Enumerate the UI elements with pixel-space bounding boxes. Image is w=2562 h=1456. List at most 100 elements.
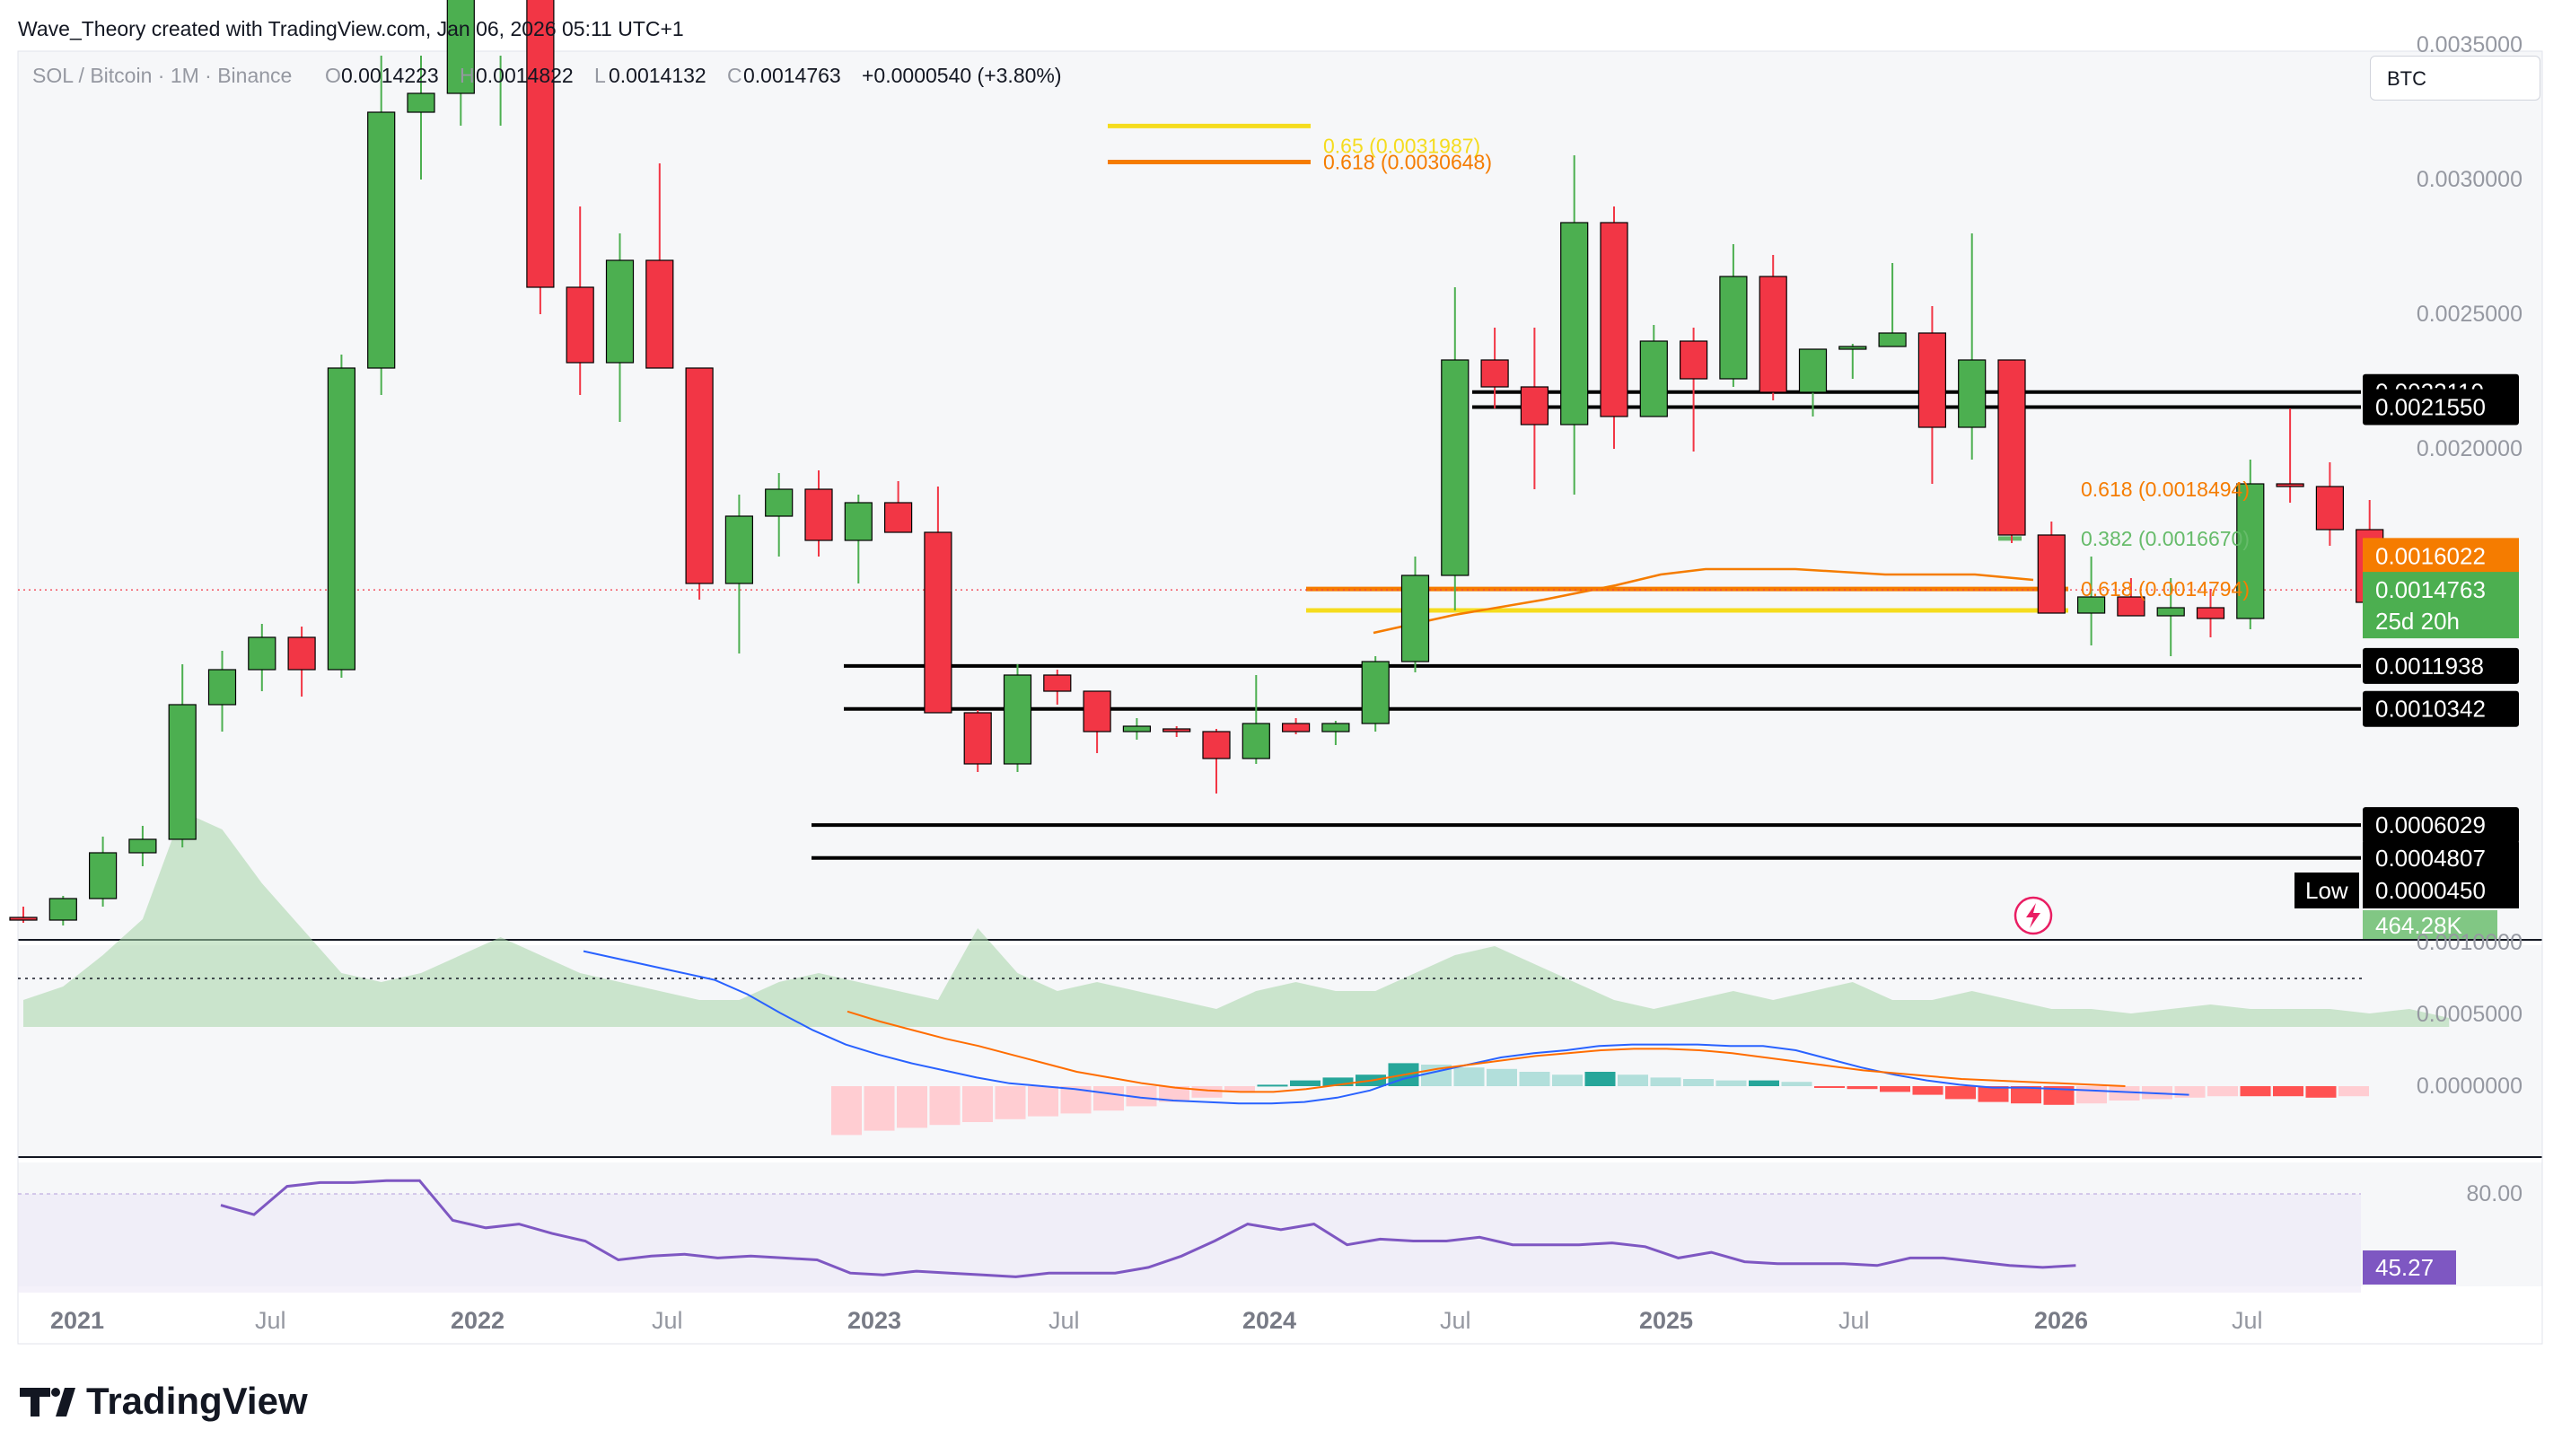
low-marker-tag: Low xyxy=(2305,877,2348,904)
candle-body xyxy=(2077,596,2106,614)
low-value: 0.0000450 xyxy=(2375,877,2486,904)
attribution-text: Wave_Theory created with TradingView.com… xyxy=(18,17,684,40)
label-layer: 0.0035000 0.0030000 0.0025000 0.0020000 2021… xyxy=(50,32,2523,1334)
price-level-label: 0.0006029 xyxy=(2375,811,2486,838)
candle-body xyxy=(48,898,77,921)
legend-high-label: H xyxy=(460,64,475,87)
ema-label: 0.0016022 xyxy=(2375,542,2486,569)
candle-layer xyxy=(9,0,2463,925)
currency-button[interactable]: BTC xyxy=(2370,56,2540,101)
candle-body xyxy=(2037,534,2066,614)
candle-body xyxy=(1560,222,1589,425)
macd-histogram-bar xyxy=(962,1086,993,1122)
fib-level-label: 0.618 (0.0018494) xyxy=(2081,478,2250,501)
candle-body xyxy=(1719,276,1748,380)
macd-histogram-bar xyxy=(2338,1086,2369,1097)
time-axis-label: 2026 xyxy=(2034,1307,2088,1334)
price-level-label: 0.0011938 xyxy=(2375,653,2484,680)
macd-histogram-bar xyxy=(831,1086,862,1136)
macd-histogram-bar xyxy=(1126,1086,1157,1107)
macd-axis-tick: 0.0000000 xyxy=(2417,1074,2523,1099)
volume-layer xyxy=(18,811,2450,1027)
candle-body xyxy=(2276,483,2304,487)
macd-pane-bg xyxy=(18,945,2542,1157)
candle-body xyxy=(1321,723,1350,732)
legend-low: 0.0014132 xyxy=(609,64,706,87)
legend-high: 0.0014822 xyxy=(476,64,574,87)
candle-body xyxy=(1997,359,2026,536)
price-axis-tick: 0.0030000 xyxy=(2417,167,2523,192)
candle-body xyxy=(844,502,873,541)
candle-body xyxy=(566,286,594,364)
candle-body xyxy=(1600,222,1628,417)
legend-close: 0.0014763 xyxy=(743,64,841,87)
macd-histogram-bar xyxy=(2011,1086,2041,1104)
macd-histogram-bar xyxy=(2240,1086,2271,1097)
macd-histogram-bar xyxy=(1814,1086,1845,1088)
macd-histogram-bar xyxy=(2109,1086,2140,1101)
candle-body xyxy=(1281,723,1311,732)
price-pane-bg xyxy=(18,51,2542,940)
candle-body xyxy=(128,838,157,854)
macd-histogram-bar xyxy=(1257,1084,1288,1087)
candle-body xyxy=(1003,674,1032,765)
candle-body xyxy=(2117,596,2145,617)
macd-histogram-bar xyxy=(1650,1077,1681,1086)
price-level-label: 0.0004807 xyxy=(2375,845,2486,872)
rsi-axis-tick: 80.00 xyxy=(2466,1181,2523,1206)
candle-body xyxy=(1958,359,1987,428)
price-level-label-bg xyxy=(2363,647,2519,684)
macd-histogram-bar xyxy=(2273,1086,2303,1097)
macd-histogram-bar xyxy=(1028,1086,1058,1117)
price-axis-tick: 0.0020000 xyxy=(2417,436,2523,461)
macd-histogram-bar xyxy=(2207,1086,2238,1097)
candle-body xyxy=(1520,386,1549,425)
current-price-label-bg xyxy=(2363,572,2519,639)
macd-histogram-bar xyxy=(2076,1086,2107,1104)
alert-lightning-icon[interactable] xyxy=(2014,896,2053,935)
macd-histogram-bar xyxy=(1584,1072,1616,1086)
candle-body xyxy=(9,917,38,921)
macd-histogram-bar xyxy=(1093,1086,1124,1111)
macd-histogram-bar xyxy=(1683,1079,1714,1086)
candle-body xyxy=(2156,607,2185,617)
candle-body xyxy=(645,259,674,369)
time-axis-label: 2022 xyxy=(451,1307,505,1334)
candle-body xyxy=(765,488,794,517)
macd-histogram-bar xyxy=(1912,1086,1943,1095)
macd-axis-tick: 0.0005000 xyxy=(2417,1002,2523,1027)
candle-body xyxy=(724,515,754,584)
price-axis-tick: 0.0025000 xyxy=(2417,302,2523,327)
macd-histogram-bar xyxy=(1322,1077,1354,1086)
footer-logo-text: TradingView xyxy=(86,1380,308,1422)
macd-line xyxy=(583,950,2189,1105)
candle-body xyxy=(407,92,435,113)
low-marker-tag-bg xyxy=(2294,873,2359,908)
volume-label-bg xyxy=(2363,910,2497,939)
macd-signal-line xyxy=(847,1010,2126,1093)
candle-body xyxy=(963,712,992,765)
candle-countdown: 25d 20h xyxy=(2375,608,2460,635)
fib-level-label: 0.618 (0.0030648) xyxy=(1323,151,1492,174)
candle-body xyxy=(1759,276,1787,393)
macd-histogram-bar xyxy=(1224,1086,1255,1092)
price-level-label-bg xyxy=(2363,839,2519,876)
macd-histogram-bar xyxy=(1159,1086,1189,1102)
candle-body xyxy=(248,636,276,671)
macd-histogram-bar xyxy=(1290,1080,1320,1086)
price-level-label: 0.0021550 xyxy=(2375,394,2486,421)
time-axis-label: Jul xyxy=(652,1307,683,1334)
ema-label-bg xyxy=(2363,538,2519,575)
macd-histogram-bar xyxy=(929,1086,961,1126)
candle-body xyxy=(2196,607,2225,619)
macd-histogram-bar xyxy=(1978,1086,2009,1102)
candle-body xyxy=(88,852,118,899)
candle-body xyxy=(2236,483,2265,619)
low-value-bg xyxy=(2363,873,2519,908)
time-axis-label: 2021 xyxy=(50,1307,104,1334)
fib-level-label: 0.618 (0.0014794) xyxy=(2081,577,2250,601)
candle-body xyxy=(1043,674,1072,692)
macd-histogram-bar xyxy=(1487,1068,1517,1086)
legend-symbol: SOL / Bitcoin · 1M · Binance xyxy=(32,64,292,87)
